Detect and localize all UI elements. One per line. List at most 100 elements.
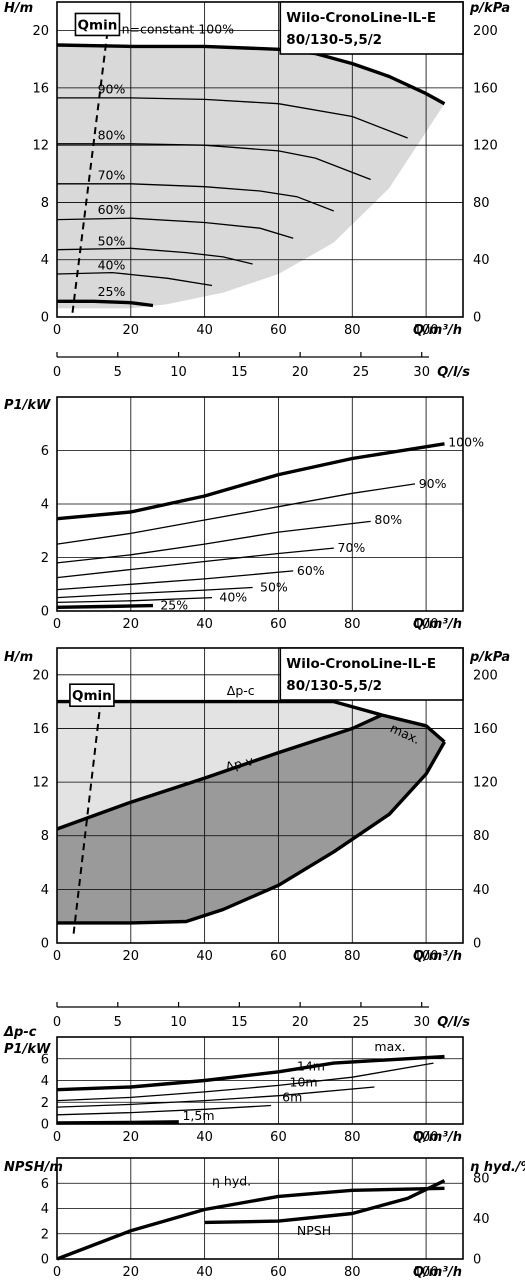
x-axis-label: Q/m³/h: [413, 949, 462, 964]
curve-label: 80%: [374, 512, 402, 527]
ls-axis-label: Q/l/s: [437, 365, 470, 380]
p1-x-tick: 100: [414, 617, 439, 632]
p2-x-tick: 80: [344, 1130, 361, 1145]
curve-label: 70%: [98, 167, 126, 182]
curve-label: 14m: [297, 1059, 325, 1074]
series-line: [56, 247, 253, 265]
y-axis-label-2: P1/kW: [4, 1042, 51, 1057]
qmin-line: [71, 21, 110, 313]
qmin-box: [69, 683, 115, 708]
p2-frame: [56, 1036, 464, 1125]
y-axis-label: P1/kW: [4, 398, 51, 413]
qmin-label: Qmin: [78, 17, 118, 33]
h1-y2-tick: 80: [473, 196, 490, 211]
chart-p1-variable: 0 20 40 60 80 100 0 2 4 6 100% 90% 80% 70% 60% 50% 40% 25…: [4, 396, 484, 632]
p1-y-tick: 4: [41, 498, 49, 513]
ls-tick: 5: [114, 1015, 122, 1030]
h2-x-tick: 0: [53, 949, 61, 964]
ls-tick: 0: [53, 365, 61, 380]
dpc-range-shade: [57, 701, 382, 830]
curve-label: 70%: [338, 540, 366, 555]
h2-x-tick: 40: [196, 949, 213, 964]
curve-label: Δp-c: [227, 683, 255, 698]
series-line: [56, 217, 294, 239]
x-axis-label: Q/m³/h: [413, 1130, 462, 1145]
n-x-tick: 20: [123, 1265, 140, 1280]
h1-y2-tick: 0: [473, 311, 481, 326]
h2-y2-tick: 160: [473, 722, 498, 737]
curve-label: η hyd.: [212, 1173, 251, 1188]
title-line-1: Wilo-CronoLine-IL-E: [286, 656, 436, 672]
curve-label: Δp-v: [224, 753, 255, 774]
series-line: [56, 596, 213, 604]
ls-axis-label: Q/l/s: [437, 1015, 470, 1030]
p2-y-tick: 2: [41, 1096, 49, 1111]
ls-tick: 5: [114, 365, 122, 380]
curve-label: 25%: [98, 284, 126, 299]
h2-y-tick: 16: [32, 722, 49, 737]
p1-frame: [56, 396, 464, 612]
h1-y-tick: 20: [32, 24, 49, 39]
p1-x-tick: 40: [196, 617, 213, 632]
x-axis-label: Q/m³/h: [413, 1265, 462, 1280]
h1-x-tick: 0: [53, 323, 61, 338]
h2-x-tick: 60: [270, 949, 287, 964]
p1-x-tick: 0: [53, 617, 61, 632]
curve-label: 50%: [260, 579, 288, 594]
series-line: [56, 271, 213, 287]
title-box: [279, 1, 464, 55]
x-axis-label: Q/m³/h: [413, 617, 462, 632]
n-x-tick: 40: [196, 1265, 213, 1280]
curve-label: 6m: [282, 1090, 302, 1105]
ls-tick: 25: [353, 365, 370, 380]
h2-y-tick: 8: [41, 829, 49, 844]
h1-y-tick: 12: [32, 139, 49, 154]
h1-y-tick: 4: [41, 253, 49, 268]
h1-y2-tick: 120: [473, 139, 498, 154]
series-line: [57, 699, 383, 717]
n-x-tick: 0: [53, 1265, 61, 1280]
operating-range-shade: [57, 44, 445, 309]
p1-y-tick: 2: [41, 551, 49, 566]
h1-x-tick: 80: [344, 323, 361, 338]
n-x-tick: 100: [414, 1265, 439, 1280]
series-line: [56, 1120, 179, 1125]
h2-y2-tick: 0: [473, 937, 481, 952]
h2-y-tick: 0: [41, 937, 49, 952]
series-line: [56, 1186, 445, 1261]
h1-y2-tick: 40: [473, 253, 490, 268]
x-axis-label: Q/m³/h: [413, 323, 462, 338]
series-line: [56, 1086, 375, 1108]
dpv-range-shade: [57, 715, 445, 923]
ls-tick: 20: [292, 365, 309, 380]
n-y2-tick: 40: [473, 1212, 490, 1227]
n-y-tick: 0: [41, 1253, 49, 1268]
title-line-2: 80/130-5,5/2: [286, 678, 382, 694]
curve-label: 100%: [448, 434, 484, 449]
h1-y2-tick: 160: [473, 81, 498, 96]
p1-y-tick: 0: [41, 605, 49, 620]
series-line: [381, 713, 446, 744]
series-line: [56, 570, 294, 591]
h2-x-tick: 100: [414, 949, 439, 964]
series-line: [57, 97, 408, 139]
ls-tick: 30: [413, 365, 430, 380]
ls-tick: 20: [292, 1015, 309, 1030]
curve-label: 50%: [98, 233, 126, 248]
n-x-tick: 60: [270, 1265, 287, 1280]
h1-x-tick: 20: [123, 323, 140, 338]
ls-tick: 10: [170, 365, 187, 380]
series-line: [56, 442, 445, 521]
h2-y2-tick: 40: [473, 883, 490, 898]
p2-x-tick: 40: [196, 1130, 213, 1145]
series-line: [56, 603, 154, 609]
curve-label: 40%: [98, 258, 126, 273]
curve-label: 1,5m: [182, 1108, 214, 1123]
series-line: [57, 143, 371, 181]
p1-x-tick: 60: [270, 617, 287, 632]
p2-x-tick: 20: [123, 1130, 140, 1145]
qmin-line: [72, 696, 103, 934]
chart-h-dp: 0 20 40 60 80 10004812162004080120160200QminW…: [4, 647, 510, 964]
h1-frame: [56, 1, 464, 318]
